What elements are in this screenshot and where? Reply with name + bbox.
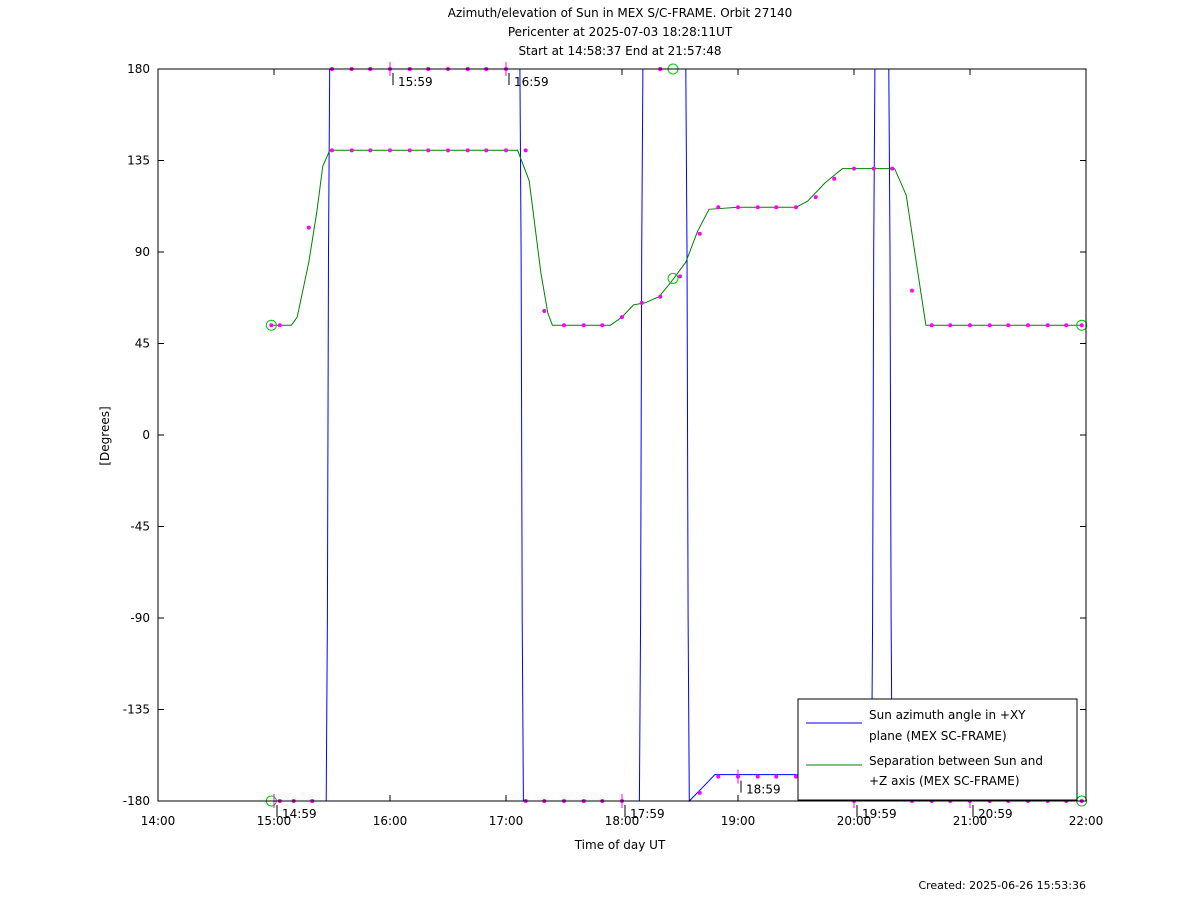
data-point-marker	[890, 166, 895, 171]
chart-title-line3: Start at 14:58:37 End at 21:57:48	[518, 44, 721, 58]
data-point-marker	[639, 300, 644, 305]
data-point-marker	[774, 205, 779, 210]
plot-area: 14:00 15:00 16:00 17:00 18:00 19:00 20:00 21:00…	[123, 62, 1104, 828]
data-point-marker	[349, 148, 354, 153]
data-point-marker	[929, 323, 934, 328]
series-line-azimuth	[271, 68, 1082, 803]
legend-separation-line2: +Z axis (MEX SC-FRAME)	[869, 774, 1020, 788]
x-tick-label: 22:00	[1069, 814, 1104, 828]
y-tick-label: 45	[135, 337, 150, 351]
data-point-marker	[446, 148, 450, 153]
hour-tick-label: 15:59	[398, 75, 433, 89]
x-tick-label: 15:00	[257, 814, 292, 828]
event-circle-marker	[265, 319, 277, 331]
data-point-marker	[755, 774, 760, 779]
x-axis-label: Time of day UT	[574, 838, 666, 852]
data-point-marker	[678, 274, 682, 279]
data-point-marker	[852, 166, 856, 171]
data-point-marker	[581, 323, 586, 328]
y-tick-label: 135	[127, 154, 150, 168]
chart-title-line2: Pericenter at 2025-07-03 18:28:11UT	[508, 25, 733, 39]
data-point-marker	[832, 176, 837, 181]
x-tick-label: 21:00	[953, 814, 988, 828]
y-tick-label: 180	[127, 62, 150, 76]
data-point-marker	[368, 148, 373, 153]
data-point-marker	[306, 225, 311, 230]
legend-azimuth-line1: Sun azimuth angle in +XY	[869, 708, 1026, 722]
legend: Sun azimuth angle in +XY plane (MEX SC-F…	[797, 698, 1078, 801]
y-tick-label: 90	[135, 245, 150, 259]
x-tick-label: 14:00	[141, 814, 176, 828]
data-point-marker	[948, 323, 953, 328]
hour-tick-label: 20:59	[978, 807, 1013, 821]
x-tick-label: 20:00	[837, 814, 872, 828]
y-tick-label: 0	[142, 428, 150, 442]
data-point-marker	[465, 148, 470, 153]
data-point-marker	[1026, 323, 1030, 328]
chart-title-line1: Azimuth/elevation of Sun in MEX S/C-FRAM…	[448, 6, 793, 20]
data-point-marker	[504, 148, 508, 153]
plot-frame	[157, 68, 1087, 802]
x-tick-label: 18:00	[605, 814, 640, 828]
data-point-marker	[1045, 323, 1050, 328]
data-point-marker	[426, 148, 431, 153]
y-tick-label: -135	[123, 703, 150, 717]
x-tick-label: 17:00	[489, 814, 524, 828]
series-line-separation	[271, 149, 1082, 326]
y-tick-label: -45	[130, 520, 150, 534]
data-point-marker	[269, 323, 274, 328]
data-point-marker	[716, 205, 721, 210]
legend-box	[797, 698, 1078, 801]
hour-tick-label: 19:59	[862, 807, 897, 821]
hour-tick-label: 14:59	[282, 807, 317, 821]
hour-tick-label: 17:59	[630, 807, 665, 821]
data-point-marker	[774, 774, 779, 779]
created-timestamp: Created: 2025-06-26 15:53:36	[918, 879, 1086, 892]
event-circle-marker	[1076, 319, 1088, 331]
data-point-marker	[600, 323, 605, 328]
event-circle-marker	[667, 272, 679, 284]
data-point-marker	[1006, 323, 1011, 328]
y-axis-label: [Degrees]	[98, 406, 112, 465]
data-point-marker	[658, 294, 663, 299]
data-point-marker	[968, 323, 972, 328]
data-point-marker	[277, 323, 282, 328]
data-point-marker	[330, 148, 334, 153]
data-point-marker	[388, 148, 392, 153]
data-point-marker	[987, 323, 992, 328]
data-point-marker	[813, 195, 818, 200]
data-point-marker	[755, 205, 760, 210]
data-point-marker	[523, 148, 528, 153]
hour-tick-label: 16:59	[514, 75, 549, 89]
data-point-marker	[697, 790, 702, 795]
legend-separation-line1: Separation between Sun and	[869, 754, 1043, 768]
data-point-marker	[910, 288, 914, 293]
data-point-marker	[794, 205, 798, 210]
data-point-marker	[484, 148, 489, 153]
hour-tick-label: 18:59	[746, 783, 781, 797]
y-tick-label: -90	[130, 611, 150, 625]
data-point-marker	[794, 774, 798, 779]
y-tick-label: -180	[123, 794, 150, 808]
data-point-marker	[1064, 323, 1069, 328]
data-point-marker	[542, 308, 547, 313]
data-point-marker	[620, 315, 624, 320]
legend-azimuth-line2: plane (MEX SC-FRAME)	[869, 729, 1007, 743]
data-point-marker	[562, 323, 566, 328]
data-point-marker	[1079, 323, 1084, 328]
data-point-marker	[736, 205, 740, 210]
x-tick-label: 16:00	[373, 814, 408, 828]
x-tick-label: 19:00	[721, 814, 756, 828]
data-point-marker	[716, 774, 721, 779]
data-point-marker	[407, 148, 412, 153]
data-point-marker	[697, 231, 702, 236]
data-point-marker	[871, 166, 876, 171]
